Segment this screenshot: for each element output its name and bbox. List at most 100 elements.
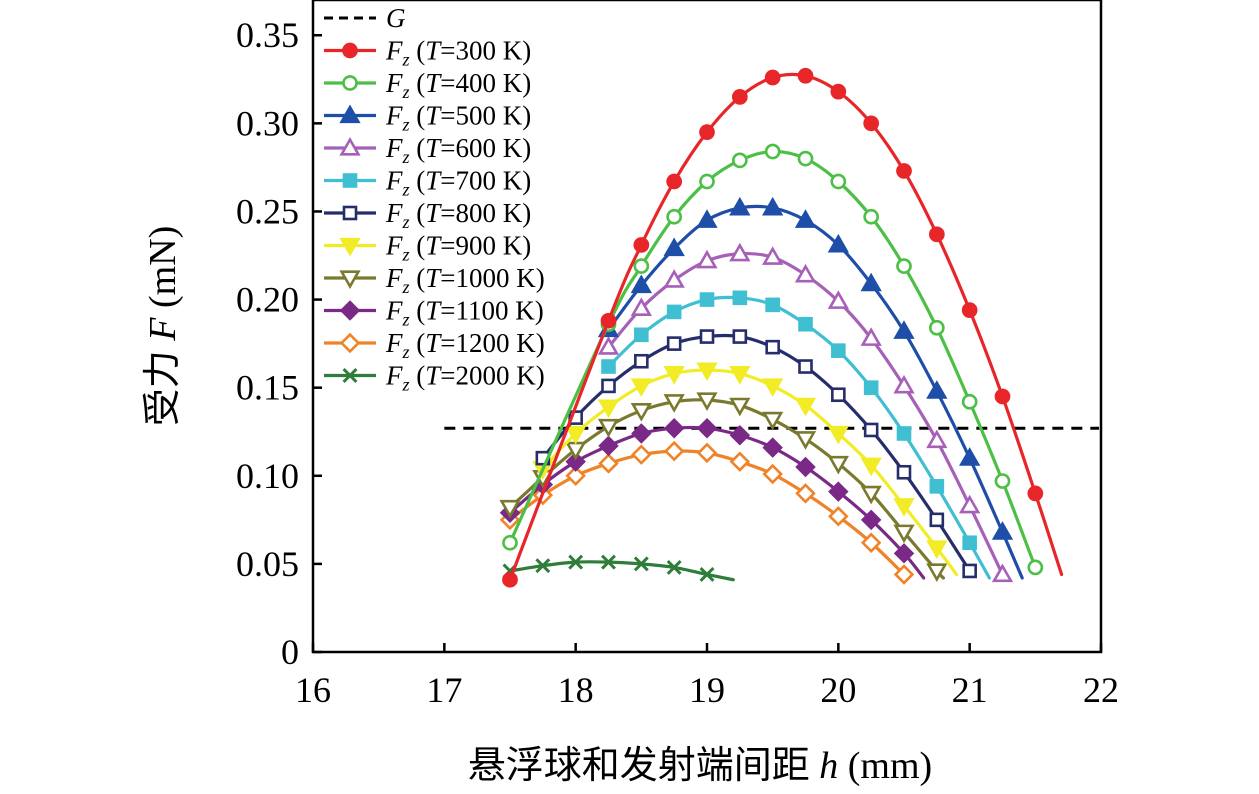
data-point bbox=[828, 506, 849, 527]
data-point bbox=[696, 417, 718, 439]
data-point bbox=[893, 374, 915, 394]
data-point bbox=[535, 558, 551, 574]
legend-marker bbox=[339, 136, 361, 156]
legend-entry: Fz (T=2000 K) bbox=[324, 361, 545, 395]
data-point bbox=[991, 521, 1014, 540]
data-point bbox=[729, 365, 751, 385]
y-tick-label: 0.10 bbox=[236, 456, 299, 496]
data-point bbox=[729, 196, 751, 216]
data-point bbox=[699, 124, 715, 141]
data-point bbox=[831, 387, 846, 403]
data-point bbox=[991, 563, 1014, 583]
data-point bbox=[896, 163, 912, 179]
x-axis-title: 悬浮球和发射端间距 h (mm) bbox=[468, 745, 932, 787]
data-point bbox=[666, 559, 682, 575]
data-point bbox=[598, 453, 619, 474]
data-point bbox=[666, 208, 683, 225]
legend-label: G bbox=[386, 3, 406, 33]
legend-entry: Fz (T=400 K) bbox=[324, 68, 531, 102]
data-point bbox=[729, 397, 751, 417]
data-point bbox=[1027, 485, 1044, 502]
data-point bbox=[827, 425, 849, 445]
x-tick-label: 22 bbox=[1083, 670, 1119, 710]
series-8 bbox=[499, 417, 926, 580]
data-point bbox=[601, 554, 616, 570]
data-point bbox=[994, 473, 1011, 489]
data-point bbox=[732, 290, 748, 306]
legend-entry: Fz (T=300 K) bbox=[324, 36, 531, 70]
data-point bbox=[663, 417, 685, 439]
data-point bbox=[896, 258, 912, 274]
data-point bbox=[794, 209, 817, 228]
data-point bbox=[926, 429, 948, 449]
data-point bbox=[860, 509, 882, 531]
x-tick-label: 20 bbox=[820, 670, 856, 710]
legend-marker bbox=[339, 104, 361, 124]
data-point bbox=[827, 233, 849, 253]
data-point bbox=[601, 378, 616, 394]
data-point bbox=[794, 397, 817, 417]
legend-marker bbox=[342, 173, 358, 188]
data-point bbox=[663, 269, 685, 288]
data-point bbox=[893, 564, 915, 585]
data-point bbox=[565, 465, 586, 487]
data-point bbox=[731, 89, 748, 105]
data-point bbox=[663, 440, 685, 462]
axis-ticks: 16 17 18 19 20 21 22 0 0.05 0.10 0.15 0.20 0.25 0.30 0… bbox=[236, 15, 1119, 710]
legend-label: Fz (T=900 K) bbox=[385, 231, 531, 265]
series-9 bbox=[499, 440, 915, 585]
legend-label: Fz (T=800 K) bbox=[385, 198, 531, 232]
data-point bbox=[926, 380, 948, 399]
data-point bbox=[762, 411, 784, 431]
data-point bbox=[502, 571, 518, 588]
legend-entry: Fz (T=1200 K) bbox=[324, 328, 545, 362]
data-point bbox=[893, 543, 915, 564]
data-point bbox=[633, 556, 649, 572]
data-point bbox=[926, 540, 948, 560]
data-point bbox=[827, 455, 849, 475]
data-point bbox=[765, 297, 780, 313]
data-point bbox=[565, 425, 587, 445]
data-point bbox=[896, 464, 912, 480]
data-point bbox=[630, 297, 652, 316]
data-point bbox=[860, 485, 882, 505]
data-point bbox=[502, 534, 518, 551]
y-axis-title: 受力 F (mN) bbox=[142, 226, 184, 427]
data-point bbox=[631, 423, 652, 444]
y-tick-label: 0.05 bbox=[236, 544, 299, 584]
data-point bbox=[762, 246, 784, 265]
data-point bbox=[863, 380, 879, 395]
data-point bbox=[863, 422, 879, 438]
data-point bbox=[634, 353, 649, 369]
y-tick-label: 0.25 bbox=[236, 191, 299, 231]
data-point bbox=[795, 456, 816, 478]
data-point bbox=[860, 532, 882, 553]
data-point bbox=[699, 567, 715, 582]
legend-label: Fz (T=1100 K) bbox=[385, 296, 544, 330]
legend-label: Fz (T=500 K) bbox=[385, 101, 531, 135]
data-point bbox=[762, 463, 783, 485]
data-point bbox=[597, 399, 620, 419]
legend: GFz (T=300 K)Fz (T=400 K)Fz (T=500 K) Fz … bbox=[324, 3, 545, 395]
data-point bbox=[798, 316, 813, 332]
data-point bbox=[962, 535, 977, 551]
data-point bbox=[634, 327, 649, 343]
data-point bbox=[663, 394, 685, 413]
data-point bbox=[860, 327, 882, 346]
legend-entry: Fz (T=1100 K) bbox=[324, 296, 544, 330]
data-point bbox=[831, 343, 846, 358]
data-point bbox=[499, 499, 521, 519]
series-3 bbox=[597, 242, 1014, 583]
legend-marker bbox=[339, 237, 361, 257]
series-line bbox=[606, 204, 1024, 580]
legend-label: Fz (T=400 K) bbox=[385, 68, 531, 102]
data-point bbox=[600, 312, 617, 329]
data-point bbox=[630, 378, 652, 397]
data-point bbox=[959, 494, 981, 514]
legend-entry: Fz (T=800 K) bbox=[324, 198, 531, 232]
data-point bbox=[762, 437, 783, 458]
series-10 bbox=[502, 554, 735, 582]
data-point bbox=[598, 435, 619, 457]
legend-label: Fz (T=2000 K) bbox=[385, 361, 545, 395]
